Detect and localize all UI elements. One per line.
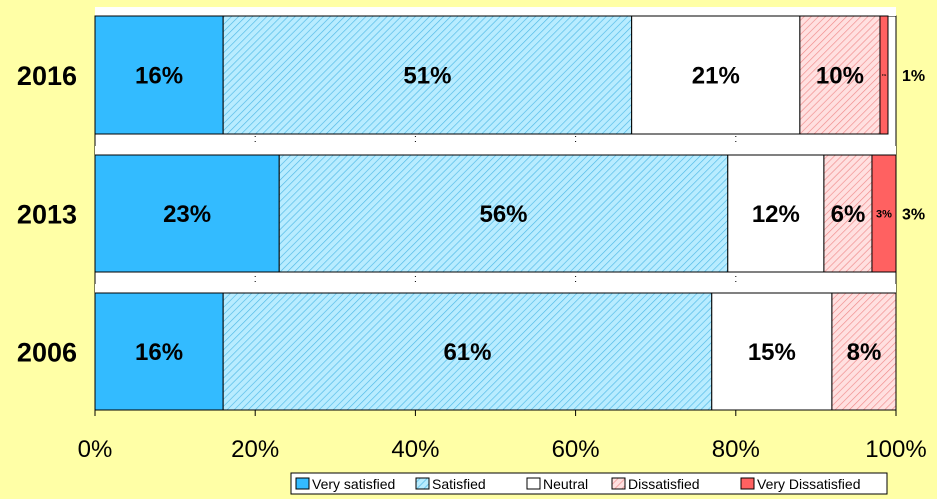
category-label-2006: 2006	[17, 338, 77, 368]
legend-swatch-very-satisfied	[295, 477, 310, 490]
data-label: 3%	[876, 208, 892, 220]
data-labels: 16% 51% 21% 10% 1% 1% 23% 56% 12% 6% 3% 3% 16% 61% 15%…	[135, 63, 925, 367]
legend-label-satisfied: Satisfied	[432, 476, 486, 492]
bar-dissatisfied-2013	[823, 154, 873, 273]
row-gap	[95, 146, 896, 155]
legend-label-dissatisfied: Dissatisfied	[628, 476, 700, 492]
x-tick-label: 40%	[391, 436, 439, 463]
legend-swatch-very-dissatisfied	[740, 477, 755, 490]
bar-dissatisfied-2006	[831, 292, 897, 411]
data-label: 8%	[847, 339, 882, 366]
data-label: 15%	[748, 339, 796, 366]
category-label-2016: 2016	[17, 61, 77, 91]
data-label: 1%	[882, 73, 887, 77]
x-tick-label: 20%	[231, 436, 279, 463]
x-tick-label: 80%	[712, 436, 760, 463]
bar-neutral-2006	[711, 292, 833, 411]
bar-satisfied-2013	[278, 154, 729, 273]
bar-dissatisfied-2016	[799, 15, 881, 135]
legend-box	[290, 472, 888, 495]
bar-satisfied-2006	[222, 292, 713, 411]
bars	[94, 7, 897, 411]
x-tick-label: 100%	[865, 436, 926, 463]
x-tick-label: 0%	[78, 436, 113, 463]
category-labels: 2016 2013 2006	[17, 61, 77, 368]
bar-very-dissatisfied-2013	[871, 154, 897, 273]
outside-data-label: 3%	[902, 207, 925, 224]
bar-neutral-2016	[631, 15, 801, 135]
x-tick-label: 60%	[552, 436, 600, 463]
row-gap	[95, 284, 896, 293]
legend-swatch-neutral	[526, 477, 541, 490]
data-label: 23%	[163, 201, 211, 228]
legend-swatch-dissatisfied	[611, 477, 626, 490]
data-label: 21%	[692, 63, 740, 90]
data-label: 16%	[135, 339, 183, 366]
legend-label-neutral: Neutral	[543, 476, 588, 492]
bar-very-dissatisfied-2016	[879, 15, 889, 135]
data-label: 56%	[479, 201, 527, 228]
legend-swatch-satisfied	[415, 477, 430, 490]
bar-very-satisfied-2016	[94, 15, 224, 135]
bar-neutral-2013	[727, 154, 825, 273]
legend: Very satisfied Satisfied Neutral Dissatisfi…	[290, 472, 888, 495]
data-label: 6%	[831, 201, 866, 228]
bar-very-satisfied-2006	[94, 292, 224, 411]
legend-label-very-satisfied: Very satisfied	[312, 476, 395, 492]
data-label: 61%	[443, 339, 491, 366]
data-label: 16%	[135, 63, 183, 90]
row-gap	[95, 7, 896, 16]
data-label: 51%	[403, 63, 451, 90]
x-axis-ticks: 0% 20% 40% 60% 80% 100%	[78, 410, 927, 463]
data-label: 12%	[752, 201, 800, 228]
outside-data-label: 1%	[902, 68, 925, 85]
data-label: 10%	[816, 63, 864, 90]
category-label-2013: 2013	[17, 200, 77, 230]
legend-label-very-dissatisfied: Very Dissatisfied	[757, 476, 860, 492]
